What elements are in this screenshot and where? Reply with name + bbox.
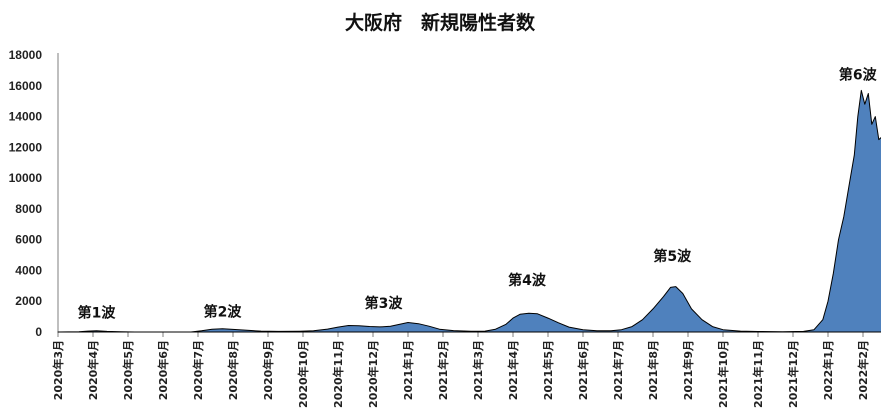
x-tick-label: 2022年1月 [821, 340, 835, 400]
y-tick-label: 0 [35, 325, 42, 339]
y-axis: 0 2000 4000 6000 8000 10000 12000 14000 16000 180… [9, 48, 59, 339]
y-tick-label: 14000 [9, 110, 43, 124]
y-tick-label: 16000 [9, 79, 43, 93]
wave-label: 第1波 [78, 304, 117, 321]
wave-label: 第5波 [653, 248, 692, 265]
x-tick-label: 2021年4月 [506, 340, 520, 400]
y-tick-label: 4000 [15, 263, 42, 277]
plot-area [57, 89, 881, 333]
x-tick-label: 2021年3月 [471, 340, 485, 400]
chart-title: 大阪府 新規陽性者数 [345, 11, 536, 34]
wave-label: 第2波 [204, 304, 243, 321]
x-tick-label: 2021年8月 [646, 340, 660, 400]
wave-label: 第4波 [508, 272, 547, 289]
x-tick-label: 2020年4月 [86, 340, 100, 400]
x-tick-label: 2021年7月 [611, 340, 625, 400]
x-tick-label: 2020年9月 [261, 340, 275, 400]
x-tick-label: 2021年6月 [576, 340, 590, 400]
x-tick-label: 2022年2月 [856, 340, 870, 400]
x-tick-label: 2020年7月 [191, 340, 205, 400]
x-tick-label: 2020年12月 [366, 340, 380, 408]
series-area-0 [57, 89, 881, 333]
x-tick-label: 2021年9月 [681, 340, 695, 400]
y-tick-label: 6000 [15, 233, 42, 247]
y-tick-label: 18000 [9, 48, 43, 62]
wave-label: 第6波 [839, 67, 878, 84]
wave-label: 第3波 [365, 295, 404, 312]
y-tick-label: 10000 [9, 171, 43, 185]
x-axis: 2020年3月 2020年4月 2020年5月 2020年6月 2020年7月 2020年… [51, 331, 870, 408]
x-tick-label: 2020年11月 [331, 340, 345, 408]
x-tick-label: 2020年8月 [226, 340, 240, 400]
y-tick-label: 12000 [9, 140, 43, 154]
x-tick-label: 2021年10月 [716, 340, 730, 408]
x-tick-label: 2021年5月 [541, 340, 555, 400]
y-tick-label: 2000 [15, 294, 42, 308]
y-tick-label: 8000 [15, 202, 42, 216]
x-tick-label: 2021年2月 [436, 340, 450, 400]
x-tick-label: 2021年1月 [401, 340, 415, 400]
x-tick-label: 2020年6月 [156, 340, 170, 400]
wave-annotations: 第1波 第2波 第3波 第4波 第5波 第6波 [78, 67, 878, 322]
x-tick-label: 2020年5月 [121, 340, 135, 400]
x-tick-label: 2021年11月 [751, 340, 765, 408]
x-tick-label: 2021年12月 [786, 340, 800, 408]
x-tick-label: 2020年3月 [51, 340, 65, 400]
x-tick-label: 2020年10月 [296, 340, 310, 408]
